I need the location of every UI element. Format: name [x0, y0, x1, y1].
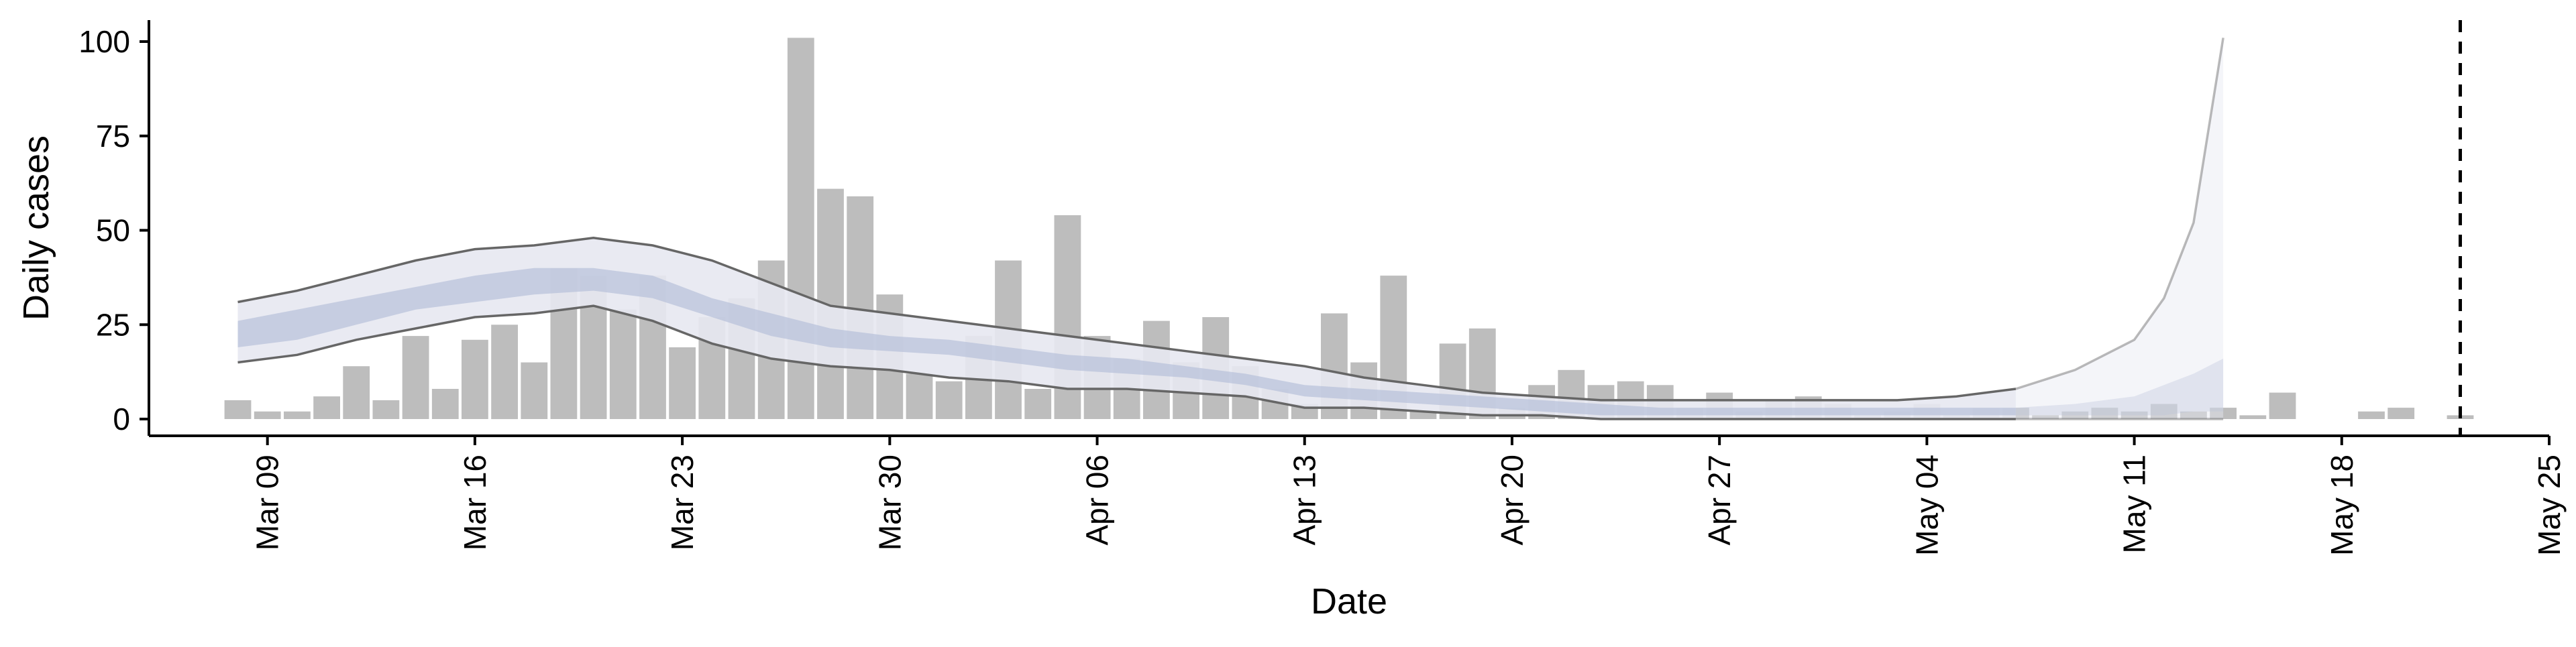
upper-90-projection-line: [2015, 38, 2224, 390]
x-tick-label-2020-05-04: May 04: [1909, 455, 1944, 556]
bar-2020-05-09: [2061, 411, 2089, 419]
x-tick-label-2020-04-20: Apr 20: [1495, 455, 1529, 546]
x-tick-label-2020-05-18: May 18: [2324, 455, 2359, 556]
bar-2020-03-08: [224, 400, 252, 419]
bar-2020-05-20: [2387, 408, 2415, 419]
x-tick-label-2020-03-23: Mar 23: [665, 455, 700, 550]
y-tick-label-0: 0: [113, 402, 130, 436]
y-tick-label-50: 50: [96, 213, 130, 248]
bar-2020-03-14: [402, 336, 429, 419]
bar-2020-05-08: [2032, 415, 2059, 419]
bar-2020-03-11: [313, 396, 340, 419]
ribbon-50-estimate: [237, 268, 2016, 416]
y-axis-title: Daily cases: [16, 135, 56, 320]
bar-2020-03-21: [609, 309, 637, 419]
bar-2020-05-13: [2180, 411, 2207, 419]
x-tick-label-2020-05-11: May 11: [2117, 455, 2152, 553]
bar-2020-03-12: [343, 366, 370, 419]
bar-2020-05-11: [2121, 411, 2148, 419]
bar-2020-05-10: [2091, 408, 2118, 419]
ribbon-90-estimate: [237, 237, 2016, 419]
bar-2020-04-17: [1409, 411, 1437, 419]
lower-90-line: [237, 304, 2016, 420]
bar-2020-05-14: [2210, 408, 2237, 419]
bar-2020-03-23: [669, 347, 696, 419]
axes-layer: [148, 20, 2549, 437]
bar-2020-03-31: [906, 373, 933, 419]
bar-2020-03-17: [491, 325, 518, 420]
ribbon-90-projection: [2015, 38, 2224, 419]
bar-2020-04-01: [935, 381, 963, 419]
x-tick-label-2020-04-13: Apr 13: [1287, 455, 1322, 546]
x-axis-title: Date: [1311, 581, 1387, 622]
ribbon-layer: [237, 38, 2224, 420]
ribbon-50-projection: [2015, 358, 2224, 416]
bar-2020-03-13: [372, 400, 400, 419]
bar-2020-05-19: [2358, 411, 2385, 419]
y-tick-label-75: 75: [96, 119, 130, 154]
x-tick-label-2020-05-25: May 25: [2532, 455, 2567, 556]
bar-2020-03-16: [462, 339, 488, 419]
ticks-layer: 0 25 50 75 100 Mar 09 Mar 16 Mar 23 Mar 30 Apr 06…: [78, 24, 2567, 556]
y-tick-label-100: 100: [78, 24, 130, 59]
bar-2020-03-15: [431, 389, 459, 419]
y-tick-label-25: 25: [96, 307, 130, 342]
bar-2020-03-09: [254, 411, 281, 419]
bar-2020-05-12: [2150, 404, 2178, 419]
bar-2020-04-04: [1024, 389, 1052, 419]
upper-90-line: [237, 237, 2017, 402]
bar-2020-03-18: [521, 362, 548, 419]
x-tick-label-2020-03-09: Mar 09: [250, 455, 285, 550]
x-tick-label-2020-04-06: Apr 06: [1080, 455, 1115, 546]
x-tick-label-2020-03-30: Mar 30: [872, 455, 907, 550]
x-tick-label-2020-03-16: Mar 16: [458, 455, 492, 550]
bar-2020-03-10: [284, 411, 311, 419]
bar-2020-05-15: [2239, 415, 2267, 419]
x-tick-label-2020-04-27: Apr 27: [1702, 455, 1737, 546]
bar-2020-05-16: [2269, 392, 2296, 419]
